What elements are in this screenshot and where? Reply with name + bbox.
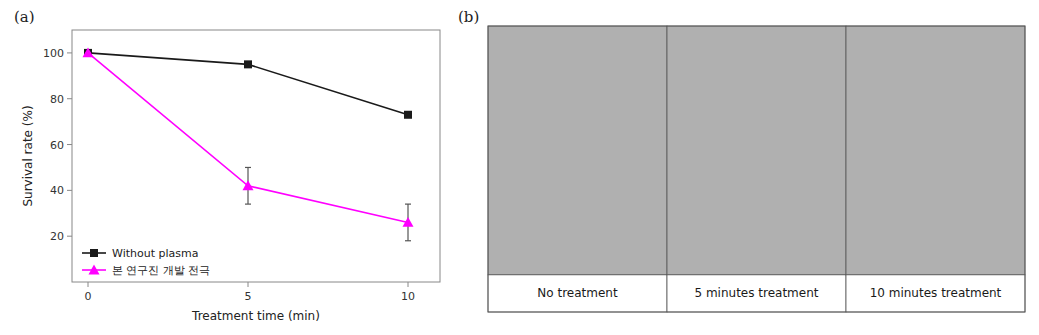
line-chart: (a) 0 5 10 20 40 60 80 100 Treatment time (min) Su… — [14, 8, 440, 323]
point — [83, 47, 94, 57]
legend-label: Without plasma — [112, 247, 198, 260]
legend: Without plasma 본 연구진 개발 전극 — [82, 247, 211, 277]
plot-frame — [72, 30, 440, 282]
x-tick — [88, 282, 89, 287]
y-tick-label: 40 — [50, 184, 64, 197]
image-panel: (b) No treatment 5 minutes treatment 10 min… — [458, 8, 1025, 312]
y-tick — [67, 190, 72, 191]
error-bar-cap — [245, 167, 251, 168]
image-caption: 5 minutes treatment — [694, 286, 818, 300]
y-tick — [67, 144, 72, 145]
image-caption-box — [488, 275, 667, 312]
legend-marker — [89, 265, 100, 275]
x-tick-label: 5 — [245, 290, 252, 303]
figure: (a) 0 5 10 20 40 60 80 100 Treatment time (min) Su… — [0, 0, 1039, 335]
x-tick-label: 10 — [401, 290, 415, 303]
point — [243, 180, 254, 190]
series-line — [88, 53, 408, 115]
x-tick-label: 0 — [85, 290, 92, 303]
y-tick — [67, 52, 72, 53]
x-axis-label: Treatment time (min) — [191, 309, 320, 323]
point — [403, 217, 414, 227]
y-tick-label: 60 — [50, 139, 64, 152]
y-tick-label: 80 — [50, 93, 64, 106]
x-tick — [408, 282, 409, 287]
y-tick-label: 100 — [43, 47, 64, 60]
y-tick-label: 20 — [50, 230, 64, 243]
point — [404, 111, 412, 119]
image-caption: 10 minutes treatment — [870, 286, 1002, 300]
y-tick — [67, 98, 72, 99]
y-axis-label: Survival rate (%) — [21, 105, 35, 206]
panel-label: (b) — [458, 8, 479, 26]
panel-label: (a) — [14, 8, 35, 26]
image-caption-box — [846, 275, 1025, 312]
data-group — [83, 47, 414, 240]
image-placeholder — [667, 26, 846, 275]
legend-marker — [90, 249, 98, 257]
error-bar-cap — [245, 204, 251, 205]
image-caption-box — [667, 275, 846, 312]
x-tick — [248, 282, 249, 287]
image-panel-border — [488, 26, 1025, 312]
background — [0, 0, 1039, 335]
point — [244, 60, 252, 68]
legend-label: 본 연구진 개발 전극 — [112, 264, 211, 277]
image-caption: No treatment — [537, 286, 618, 300]
image-placeholder — [846, 26, 1025, 275]
error-bar-cap — [405, 240, 411, 241]
error-bar-cap — [405, 204, 411, 205]
image-placeholder — [488, 26, 667, 275]
series-line — [88, 53, 408, 223]
y-tick — [67, 236, 72, 237]
